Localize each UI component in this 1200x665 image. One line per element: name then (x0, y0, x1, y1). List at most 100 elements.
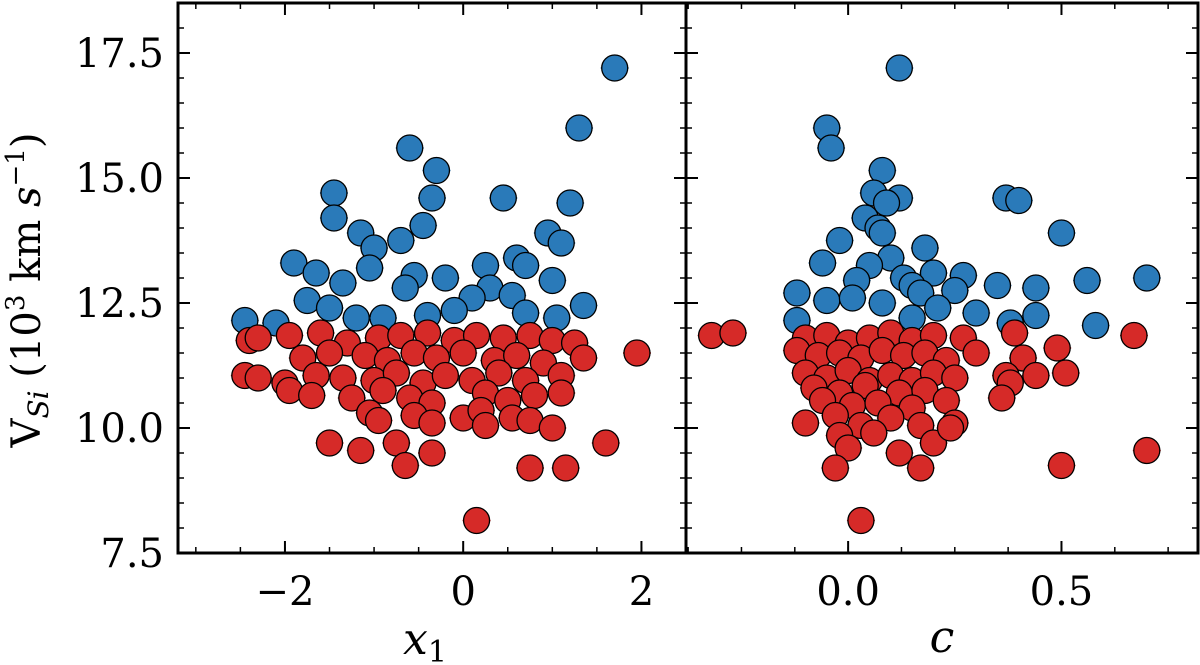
left-point-series-1 (275, 321, 304, 350)
right-point-series-0 (1022, 274, 1050, 302)
left-point-series-1 (418, 409, 446, 437)
left-point-series-0 (329, 269, 357, 297)
left-point-series-0 (569, 291, 598, 320)
y-label-close: ) (4, 133, 50, 149)
y-tick-label: 7.5 (100, 531, 164, 577)
left-x-tick-label: 2 (629, 569, 654, 615)
left-point-series-0 (418, 184, 446, 212)
left-point-series-0 (440, 296, 468, 325)
left-point-series-1 (538, 414, 566, 442)
y-tick-label: 10.0 (75, 406, 164, 452)
right-point-series-1 (988, 384, 1016, 412)
right-point-series-1 (936, 414, 965, 442)
y-tick-label: 12.5 (75, 281, 164, 327)
left-point-series-1 (244, 324, 272, 352)
left-scatter-points (230, 54, 651, 535)
left-point-series-1 (552, 454, 580, 482)
right-point-series-0 (825, 226, 854, 255)
right-point-series-1 (860, 419, 888, 447)
left-point-series-0 (547, 229, 575, 257)
right-point-series-1 (1052, 359, 1080, 387)
left-x-tick-label: 0 (450, 569, 475, 615)
right-x-tick-label: 0.0 (816, 569, 880, 615)
left-point-series-1 (485, 359, 513, 387)
y-label-km: km (4, 220, 50, 282)
right-point-series-0 (868, 289, 896, 317)
left-point-series-0 (320, 179, 348, 207)
left-point-series-1 (471, 411, 500, 440)
left-point-series-1 (298, 381, 326, 410)
right-point-series-0 (885, 54, 913, 82)
right-point-series-1 (1047, 451, 1076, 480)
left-point-series-1 (351, 341, 379, 370)
left-point-series-0 (302, 259, 330, 287)
left-point-series-1 (516, 454, 544, 482)
left-point-series-0 (422, 156, 451, 185)
left-point-series-0 (431, 264, 460, 292)
left-point-series-0 (471, 251, 500, 280)
left-point-series-0 (409, 211, 437, 240)
right-point-series-0 (919, 259, 948, 287)
right-point-series-0 (872, 189, 901, 217)
right-x-tick-labels: 0.0 0.5 (816, 569, 1093, 615)
left-point-series-1 (547, 379, 575, 407)
left-point-series-1 (315, 339, 344, 367)
left-panel-x1: −2 0 2 7.5 10.0 12.5 15.0 17.5 (75, 1, 688, 615)
right-point-series-1 (885, 439, 913, 467)
right-point-series-0 (838, 284, 867, 312)
y-axis-label: VSi (103 km s−1) (1, 133, 55, 449)
right-point-series-0 (1022, 301, 1050, 330)
right-point-series-1 (847, 506, 875, 535)
y-label-space3 (4, 207, 50, 220)
left-point-series-0 (543, 304, 571, 332)
x-label-left-main: x (403, 614, 428, 665)
right-point-series-0 (868, 219, 896, 247)
right-point-series-0 (1133, 264, 1161, 292)
right-panel-c: 0.0 0.5 (684, 1, 1200, 615)
right-point-series-1 (1133, 436, 1161, 465)
x-axis-label-left: x1 (403, 614, 447, 665)
right-point-series-0 (983, 271, 1012, 300)
right-point-series-0 (941, 276, 969, 305)
right-point-series-1 (1022, 361, 1050, 390)
left-point-series-1 (413, 319, 442, 347)
left-point-series-1 (315, 429, 344, 457)
right-point-series-1 (1000, 319, 1029, 347)
right-point-series-1 (1120, 321, 1148, 350)
y-tick-label: 15.0 (75, 156, 164, 202)
right-point-series-0 (911, 234, 939, 262)
left-point-series-1 (364, 406, 393, 435)
left-x-tick-label: −2 (255, 569, 314, 615)
right-point-series-0 (817, 134, 845, 162)
right-point-series-0 (924, 294, 952, 322)
right-point-series-1 (834, 434, 862, 462)
left-point-series-1 (623, 339, 651, 367)
right-point-series-1 (907, 454, 935, 482)
left-point-series-0 (320, 204, 348, 232)
y-label-space (4, 378, 50, 391)
left-x-tick-labels: −2 0 2 (255, 569, 654, 615)
x-label-left-sub: 1 (428, 635, 447, 665)
left-point-series-0 (387, 226, 415, 255)
right-point-series-0 (783, 279, 811, 307)
right-point-series-1 (1043, 334, 1071, 362)
x-axis-label-right: c (930, 612, 955, 663)
left-point-series-1 (244, 364, 272, 392)
right-point-series-1 (962, 339, 990, 367)
left-point-series-0 (315, 294, 344, 322)
y-label-v: V (4, 417, 50, 448)
left-point-series-0 (342, 304, 370, 332)
left-point-series-1 (391, 451, 419, 480)
left-point-series-1 (592, 429, 620, 457)
left-point-series-1 (462, 506, 491, 535)
y-tick-labels: 7.5 10.0 12.5 15.0 17.5 (75, 31, 164, 577)
left-point-series-1 (520, 381, 549, 410)
left-point-series-1 (275, 376, 304, 405)
left-point-series-0 (511, 251, 540, 280)
left-point-series-0 (396, 134, 424, 162)
left-point-series-0 (489, 184, 517, 212)
left-point-series-0 (601, 54, 629, 82)
left-point-series-0 (355, 254, 384, 282)
y-label-s: s (4, 186, 50, 207)
